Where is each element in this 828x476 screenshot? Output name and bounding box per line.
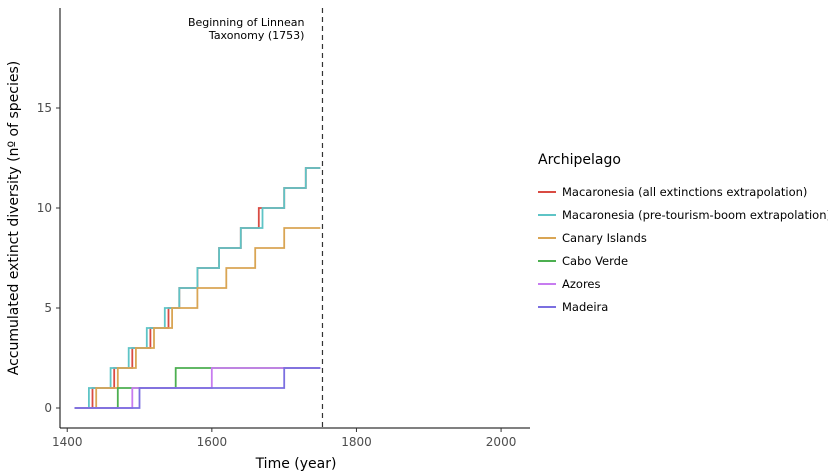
legend-entry: Madeira bbox=[562, 300, 608, 314]
x-tick-label: 1400 bbox=[52, 435, 83, 449]
x-tick-label: 2000 bbox=[486, 435, 517, 449]
legend-entry: Macaronesia (all extinctions extrapolati… bbox=[562, 185, 807, 199]
legend-title: Archipelago bbox=[538, 152, 621, 168]
legend-entry: Canary Islands bbox=[562, 231, 647, 245]
y-tick-label: 5 bbox=[44, 301, 52, 315]
x-tick-label: 1600 bbox=[197, 435, 228, 449]
series-layer bbox=[74, 167, 321, 409]
series-line bbox=[74, 367, 321, 409]
y-tick-label: 0 bbox=[44, 401, 52, 415]
x-axis-title: Time (year) bbox=[255, 456, 337, 472]
axes: 1400 1600 1800 2000 0 5 10 15 bbox=[37, 8, 530, 449]
annotation-text: Beginning of Linnean bbox=[188, 16, 305, 29]
series-line bbox=[74, 227, 321, 409]
series-line bbox=[74, 167, 321, 409]
x-tick-label: 1800 bbox=[341, 435, 372, 449]
y-tick-label: 15 bbox=[37, 101, 52, 115]
legend-entry: Macaronesia (pre-tourism-boom extrapolat… bbox=[562, 208, 828, 222]
legend: Archipelago Macaronesia (all extinctions … bbox=[538, 152, 828, 314]
y-axis-title: Accumulated extinct diversity (nº of spe… bbox=[6, 61, 22, 375]
annotation-text: Taxonomy (1753) bbox=[208, 29, 305, 42]
legend-entry: Azores bbox=[562, 277, 600, 291]
y-tick-label: 10 bbox=[37, 201, 52, 215]
legend-entry: Cabo Verde bbox=[562, 254, 628, 268]
